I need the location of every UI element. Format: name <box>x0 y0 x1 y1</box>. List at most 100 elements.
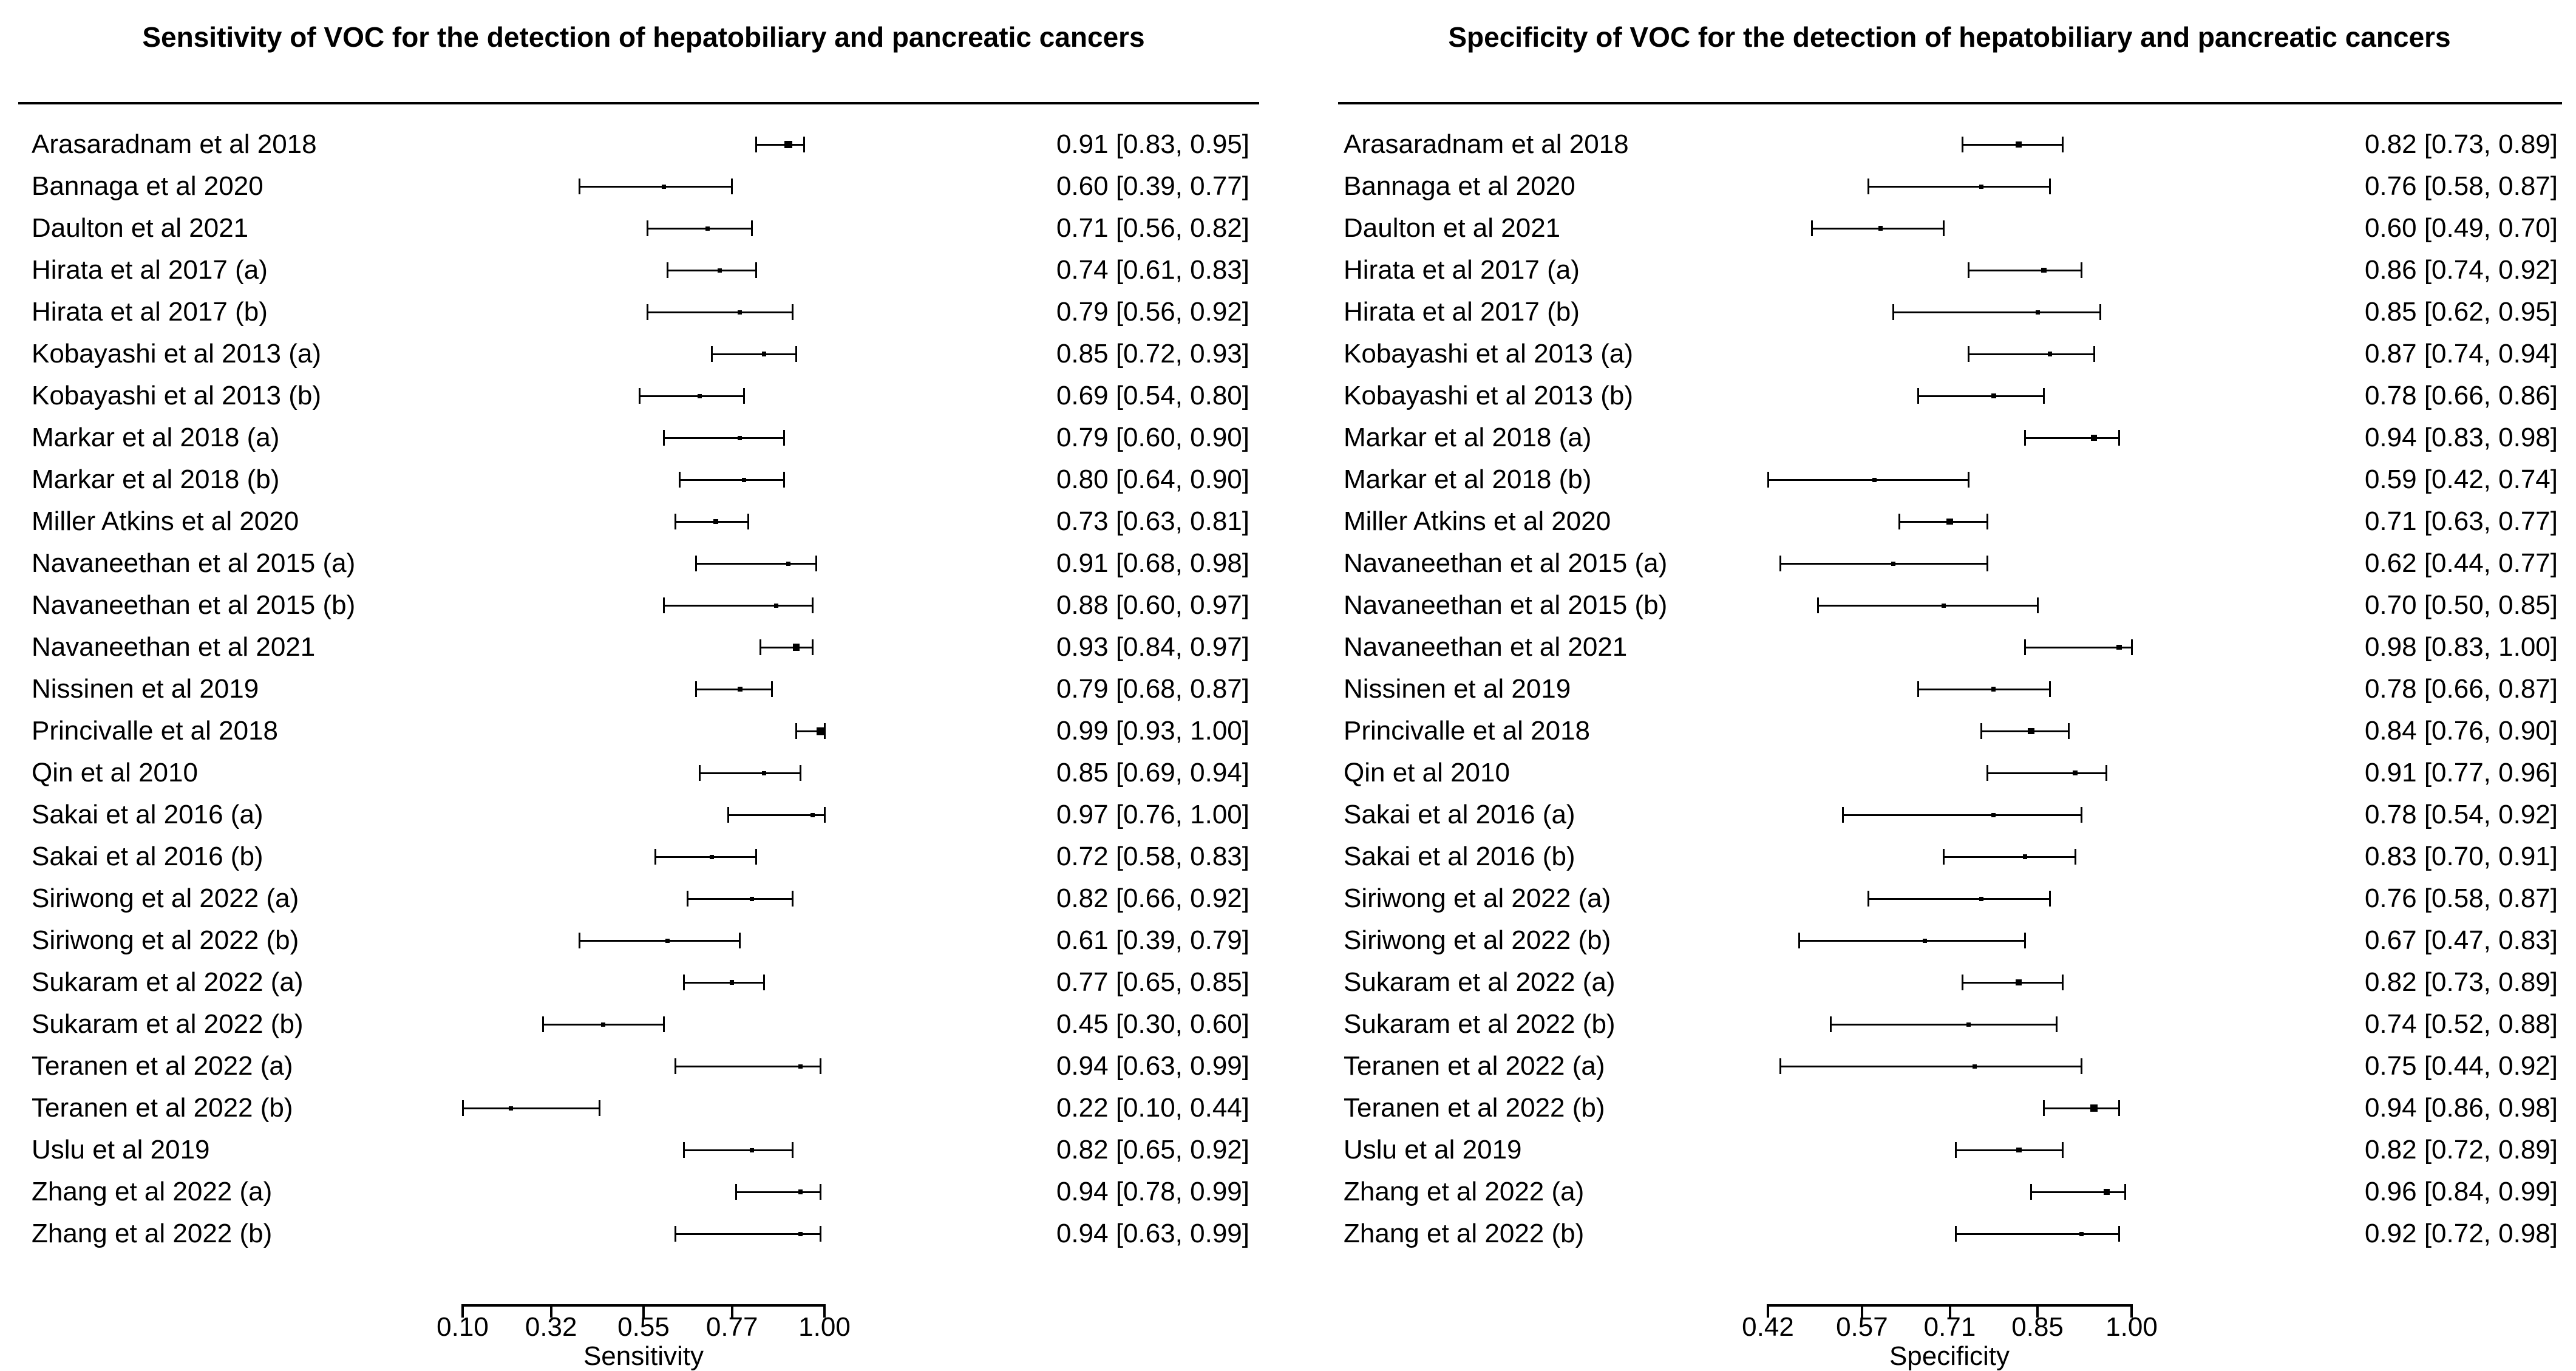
ci-lower-cap <box>647 220 649 236</box>
ci-upper-cap <box>1986 556 1988 571</box>
study-name: Teranen et al 2022 (a) <box>1344 1051 1605 1081</box>
ci-lower-cap <box>578 933 580 948</box>
ci-upper-cap <box>815 556 818 571</box>
ci-lower-cap <box>699 765 701 781</box>
ci-lower-cap <box>1955 1142 1957 1158</box>
ci-lower-cap <box>1967 346 1969 362</box>
study-name: Siriwong et al 2022 (a) <box>32 883 299 913</box>
point-estimate-marker <box>792 644 800 651</box>
confidence-interval-line <box>1868 897 2050 900</box>
ci-lower-cap <box>759 639 761 655</box>
estimate-value: 0.94 [0.86, 0.98] <box>2364 1093 2558 1123</box>
point-estimate-marker <box>2116 644 2122 650</box>
ci-upper-cap <box>2118 1226 2120 1242</box>
study-name: Daulton et al 2021 <box>32 213 249 243</box>
estimate-value: 0.94 [0.78, 0.99] <box>1056 1177 1249 1206</box>
study-name: Navaneethan et al 2015 (b) <box>32 590 356 620</box>
estimate-value: 0.91 [0.68, 0.98] <box>1056 548 1249 578</box>
confidence-interval-line <box>687 897 793 900</box>
estimate-value: 0.86 [0.74, 0.92] <box>2364 255 2558 285</box>
estimate-value: 0.74 [0.52, 0.88] <box>2364 1009 2558 1039</box>
point-estimate-marker <box>816 727 824 735</box>
point-estimate-marker <box>1991 812 1996 817</box>
x-axis-tick <box>823 1307 826 1318</box>
study-name: Sakai et al 2016 (a) <box>32 800 263 829</box>
ci-upper-cap <box>791 1142 794 1158</box>
point-estimate-marker <box>1946 518 1953 525</box>
point-estimate-marker <box>2047 352 2053 356</box>
point-estimate-marker <box>718 268 722 273</box>
study-name: Bannaga et al 2020 <box>1344 171 1575 201</box>
estimate-value: 0.82 [0.66, 0.92] <box>1056 883 1249 913</box>
estimate-value: 0.94 [0.83, 0.98] <box>2364 423 2558 452</box>
ci-lower-cap <box>647 304 649 320</box>
estimate-value: 0.76 [0.58, 0.87] <box>2364 883 2558 913</box>
confidence-interval-line <box>760 646 813 648</box>
confidence-interval-line <box>1968 269 2082 271</box>
ci-upper-cap <box>783 472 786 488</box>
ci-lower-cap <box>695 556 697 571</box>
estimate-value: 0.99 [0.93, 1.00] <box>1056 716 1249 746</box>
point-estimate-marker <box>1991 687 1996 692</box>
confidence-interval-line <box>736 1191 821 1193</box>
estimate-value: 0.82 [0.72, 0.89] <box>2364 1135 2558 1165</box>
confidence-interval-line <box>696 562 817 565</box>
ci-lower-cap <box>1967 262 1969 278</box>
confidence-interval-line <box>579 185 732 188</box>
study-name: Princivalle et al 2018 <box>1344 716 1591 746</box>
specificity-axis-title: Specificity <box>1889 1341 2010 1371</box>
confidence-interval-line <box>1768 478 1969 481</box>
point-estimate-marker <box>738 435 743 440</box>
confidence-interval-line <box>796 730 824 732</box>
specificity-panel-title: Specificity of VOC for the detection of … <box>1448 21 2451 53</box>
ci-upper-cap <box>2049 681 2051 697</box>
estimate-value: 0.71 [0.63, 0.77] <box>2364 506 2558 536</box>
ci-lower-cap <box>1955 1226 1957 1242</box>
ci-lower-cap <box>2042 1100 2045 1116</box>
confidence-interval-line <box>1956 1149 2063 1151</box>
estimate-value: 0.70 [0.50, 0.85] <box>2364 590 2558 620</box>
study-name: Zhang et al 2022 (b) <box>1344 1219 1585 1248</box>
confidence-interval-line <box>664 604 813 607</box>
study-name: Navaneethan et al 2015 (b) <box>1344 590 1668 620</box>
estimate-value: 0.94 [0.63, 0.99] <box>1056 1051 1249 1081</box>
point-estimate-marker <box>738 310 743 315</box>
ci-lower-cap <box>795 723 798 739</box>
ci-lower-cap <box>662 597 665 613</box>
estimate-value: 0.94 [0.63, 0.99] <box>1056 1219 1249 1248</box>
study-name: Siriwong et al 2022 (b) <box>32 925 299 955</box>
confidence-interval-line <box>1818 604 2038 607</box>
study-name: Nissinen et al 2019 <box>32 674 259 704</box>
point-estimate-marker <box>2041 267 2047 273</box>
point-estimate-marker <box>2016 979 2022 985</box>
study-name: Hirata et al 2017 (a) <box>32 255 268 285</box>
estimate-value: 0.84 [0.76, 0.90] <box>2364 716 2558 746</box>
estimate-value: 0.87 [0.74, 0.94] <box>2364 339 2558 369</box>
study-name: Kobayashi et al 2013 (a) <box>1344 339 1633 369</box>
ci-upper-cap <box>2105 765 2108 781</box>
estimate-value: 0.79 [0.68, 0.87] <box>1056 674 1249 704</box>
x-axis-tick <box>549 1307 552 1318</box>
study-name: Kobayashi et al 2013 (a) <box>32 339 321 369</box>
confidence-interval-line <box>1956 1233 2119 1235</box>
estimate-value: 0.82 [0.73, 0.89] <box>2364 967 2558 997</box>
confidence-interval-line <box>1780 562 1988 565</box>
estimate-value: 0.92 [0.72, 0.98] <box>2364 1219 2558 1248</box>
ci-upper-cap <box>2118 430 2120 446</box>
point-estimate-marker <box>1973 1064 1977 1069</box>
point-estimate-marker <box>1922 938 1927 943</box>
ci-upper-cap <box>662 1016 665 1032</box>
point-estimate-marker <box>1872 477 1877 482</box>
x-axis-line <box>1767 1304 2133 1307</box>
estimate-value: 0.80 [0.64, 0.90] <box>1056 464 1249 494</box>
study-name: Zhang et al 2022 (a) <box>1344 1177 1585 1206</box>
confidence-interval-line <box>1987 772 2107 774</box>
estimate-value: 0.61 [0.39, 0.79] <box>1056 925 1249 955</box>
study-name: Sakai et al 2016 (b) <box>1344 842 1575 871</box>
study-name: Arasaradnam et al 2018 <box>1344 129 1629 159</box>
confidence-interval-line <box>667 269 756 271</box>
confidence-interval-line <box>1968 353 2095 355</box>
study-name: Markar et al 2018 (b) <box>1344 464 1592 494</box>
ci-upper-cap <box>763 975 766 990</box>
confidence-interval-line <box>1943 856 2076 858</box>
